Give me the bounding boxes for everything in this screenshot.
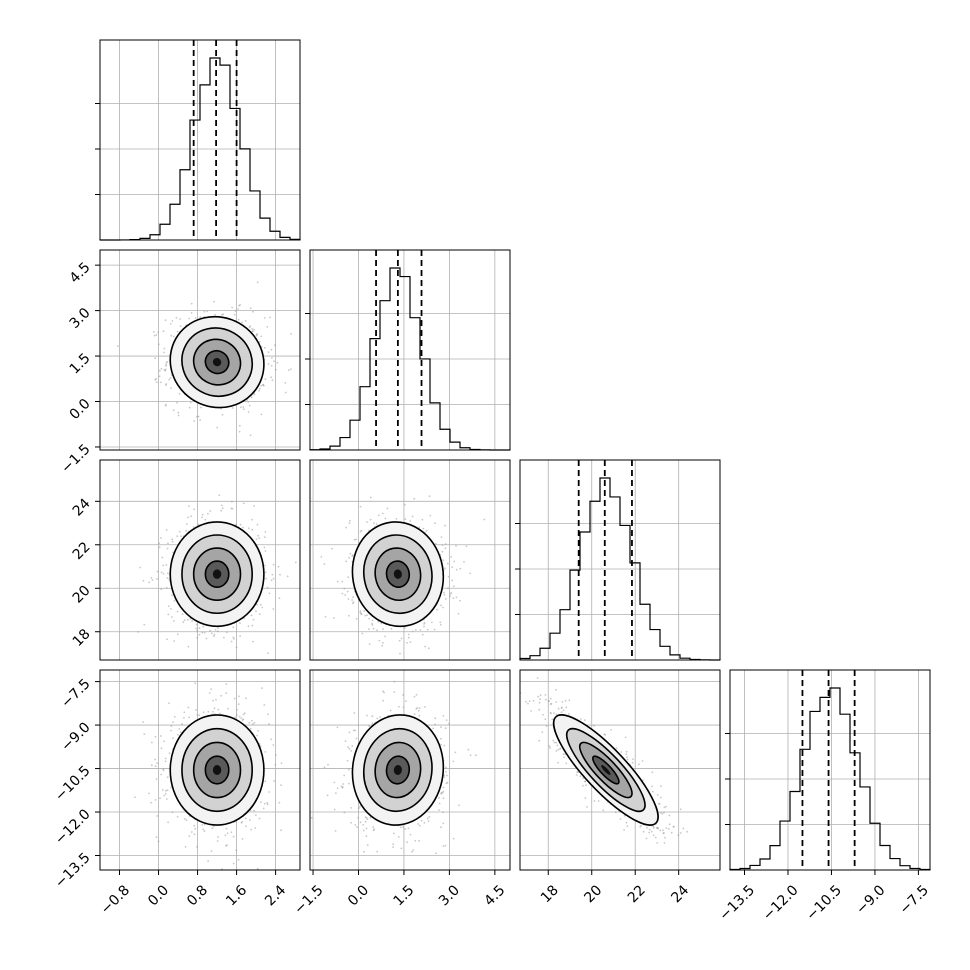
histogram-3 xyxy=(729,687,931,871)
x-tick-label: −12.0 xyxy=(760,882,802,924)
x-tick-label: 0.0 xyxy=(345,882,372,909)
density-peak xyxy=(212,765,222,775)
panel-2-2 xyxy=(515,459,721,661)
panel-frame xyxy=(519,459,721,661)
x-tick-label: 18 xyxy=(538,882,562,906)
density-peak xyxy=(601,765,611,775)
x-tick-label: 24 xyxy=(668,882,692,906)
x-tick-label: 0.8 xyxy=(184,882,211,909)
panel-2-1 xyxy=(309,459,511,661)
x-tick-label: 3.0 xyxy=(436,882,463,909)
x-tick-label: 22 xyxy=(625,882,649,906)
panel-frame xyxy=(309,459,511,661)
y-tick-label: 24 xyxy=(70,496,94,520)
x-tick-label: 2.4 xyxy=(262,882,289,909)
x-tick-label: −7.5 xyxy=(897,882,932,917)
panel-3-3 xyxy=(725,669,931,875)
y-tick-label: 18 xyxy=(70,626,94,650)
y-tick-label: −12.0 xyxy=(52,806,94,848)
panel-frame xyxy=(519,669,721,871)
density-peak xyxy=(212,358,222,367)
panel-frame xyxy=(99,39,301,241)
panel-frame xyxy=(309,249,511,451)
x-tick-label: 4.5 xyxy=(481,882,508,909)
panel-frame xyxy=(99,669,301,871)
panel-2-0 xyxy=(95,459,301,661)
panel-1-1 xyxy=(305,249,511,451)
x-tick-label: −9.0 xyxy=(853,882,888,917)
panel-0-0 xyxy=(95,39,301,241)
y-tick-label: 22 xyxy=(70,539,94,563)
density-peak xyxy=(212,569,222,579)
x-tick-label: −13.5 xyxy=(716,882,758,924)
x-tick-label: 0.0 xyxy=(145,882,172,909)
y-tick-label: 3.0 xyxy=(67,305,94,332)
y-tick-label: −1.5 xyxy=(58,441,93,476)
y-tick-label: −10.5 xyxy=(52,763,94,805)
x-tick-label: 1.5 xyxy=(390,882,417,909)
panel-frame xyxy=(729,669,931,871)
histogram-2 xyxy=(519,477,721,661)
y-tick-label: −7.5 xyxy=(58,676,93,711)
panel-1-0 xyxy=(95,249,301,451)
x-tick-label: 20 xyxy=(581,882,605,906)
y-tick-label: 20 xyxy=(70,583,94,607)
x-tick-label: −1.5 xyxy=(291,882,326,917)
panel-3-0 xyxy=(95,669,301,875)
panel-frame xyxy=(99,459,301,661)
y-tick-label: 4.5 xyxy=(67,259,94,286)
density-peak xyxy=(393,569,402,579)
panel-3-1 xyxy=(309,669,511,875)
y-tick-label: 1.5 xyxy=(67,350,94,377)
panel-frame xyxy=(99,249,301,451)
y-tick-label: 0.0 xyxy=(67,396,94,423)
x-tick-label: −0.8 xyxy=(98,882,133,917)
y-tick-label: −13.5 xyxy=(52,850,94,892)
panel-frame xyxy=(309,669,511,871)
panel-3-2 xyxy=(519,669,721,875)
y-tick-label: −9.0 xyxy=(58,719,93,754)
x-tick-label: 1.6 xyxy=(223,882,250,909)
x-tick-label: −10.5 xyxy=(803,882,845,924)
density-peak xyxy=(393,765,402,775)
